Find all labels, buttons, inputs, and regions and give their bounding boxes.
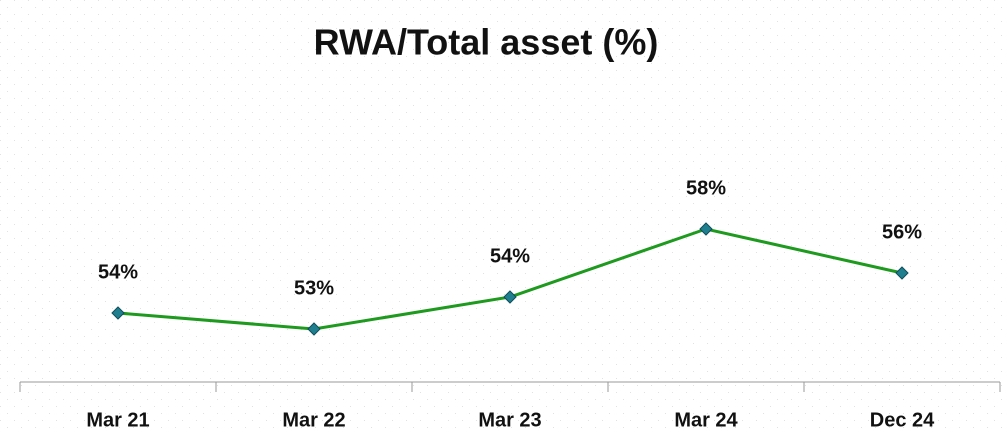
marker <box>895 266 909 280</box>
data-label: 54% <box>98 261 138 283</box>
x-tick-label: Mar 21 <box>86 409 149 431</box>
data-label: 53% <box>294 277 334 299</box>
data-label: 58% <box>686 177 726 199</box>
x-tick-label: Dec 24 <box>870 409 935 431</box>
data-label: 54% <box>490 245 530 267</box>
marker <box>307 322 321 336</box>
x-tick-label: Mar 22 <box>282 409 345 431</box>
data-label: 56% <box>882 221 922 243</box>
marker <box>503 290 517 304</box>
chart-title: RWA/Total asset (%) <box>314 22 659 63</box>
marker <box>699 222 713 236</box>
x-tick-label: Mar 23 <box>478 409 541 431</box>
x-tick-label: Mar 24 <box>674 409 738 431</box>
marker <box>111 306 125 320</box>
